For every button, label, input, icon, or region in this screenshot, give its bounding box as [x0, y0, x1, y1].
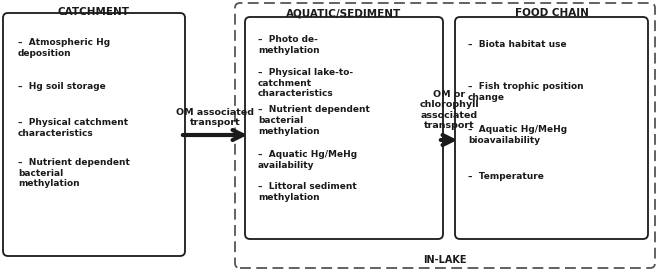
- Text: –  Physical lake-to-
catchment
characteristics: – Physical lake-to- catchment characteri…: [258, 68, 353, 98]
- Text: CATCHMENT: CATCHMENT: [58, 7, 130, 17]
- Text: –  Nutrient dependent
bacterial
methylation: – Nutrient dependent bacterial methylati…: [18, 158, 130, 188]
- Text: –  Physical catchment
characteristics: – Physical catchment characteristics: [18, 118, 128, 138]
- Text: –  Temperature: – Temperature: [468, 172, 544, 181]
- FancyBboxPatch shape: [455, 17, 648, 239]
- Text: –  Littoral sediment
methylation: – Littoral sediment methylation: [258, 182, 357, 202]
- FancyBboxPatch shape: [245, 17, 443, 239]
- Text: –  Atmospheric Hg
deposition: – Atmospheric Hg deposition: [18, 38, 110, 58]
- Text: –  Hg soil storage: – Hg soil storage: [18, 82, 106, 91]
- FancyBboxPatch shape: [235, 3, 655, 268]
- Text: FOOD CHAIN: FOOD CHAIN: [514, 8, 589, 18]
- Text: –  Photo de-
methylation: – Photo de- methylation: [258, 35, 319, 55]
- Text: OM or
chlorophyll
associated
transport: OM or chlorophyll associated transport: [419, 90, 479, 130]
- Text: –  Nutrient dependent
bacterial
methylation: – Nutrient dependent bacterial methylati…: [258, 105, 370, 136]
- Text: –  Fish trophic position
change: – Fish trophic position change: [468, 82, 583, 102]
- Text: IN-LAKE: IN-LAKE: [423, 255, 466, 265]
- Text: –  Aquatic Hg/MeHg
availability: – Aquatic Hg/MeHg availability: [258, 150, 357, 170]
- Text: –  Aquatic Hg/MeHg
bioavailability: – Aquatic Hg/MeHg bioavailability: [468, 125, 567, 145]
- Text: –  Biota habitat use: – Biota habitat use: [468, 40, 566, 49]
- Text: AQUATIC/SEDIMENT: AQUATIC/SEDIMENT: [286, 8, 401, 18]
- FancyBboxPatch shape: [3, 13, 185, 256]
- Text: OM associated
transport: OM associated transport: [176, 108, 254, 127]
